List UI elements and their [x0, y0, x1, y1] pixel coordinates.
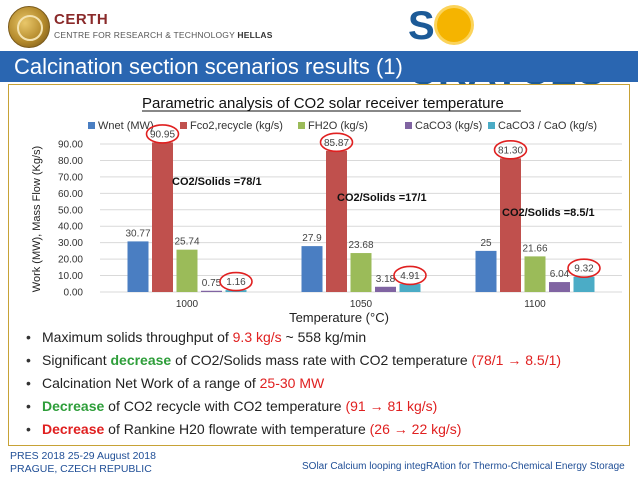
y-tick-label: 20.00 [58, 255, 83, 266]
ratio-annotation: CO2/Solids =17/1 [337, 192, 427, 204]
legend-label: Wnet (MW) [98, 120, 154, 132]
bar [152, 142, 173, 292]
bar [350, 253, 372, 292]
y-tick-label: 40.00 [58, 222, 83, 233]
finding-item: Decrease of Rankine H20 flowrate with te… [26, 418, 626, 441]
data-label: 0.75 [202, 278, 222, 289]
legend-label: CaCO3 (kg/s) [415, 120, 482, 132]
data-label: 9.32 [574, 264, 594, 275]
bar [475, 250, 497, 292]
bar [399, 283, 421, 292]
data-label: 81.30 [498, 145, 523, 156]
chart-annotations: CO2/Solids =78/1 CO2/Solids =17/1 CO2/Soli… [172, 176, 595, 219]
bar [500, 158, 521, 292]
data-label: 1.16 [226, 277, 246, 288]
certh-logo-icon [8, 6, 50, 48]
x-axis-label: Temperature (°C) [289, 310, 389, 325]
data-label: 21.66 [522, 243, 547, 254]
legend-swatch [180, 122, 187, 129]
finding-item: Calcination Net Work of a range of 25-30… [26, 372, 626, 395]
data-label: 6.04 [550, 269, 570, 280]
highlight-circle [493, 140, 528, 160]
data-label: 85.87 [324, 138, 349, 149]
footer-conference: PRES 2018 25-29 August 2018 PRAGUE, CZECH… [10, 450, 156, 475]
ratio-annotation: CO2/Solids =8.5/1 [502, 207, 595, 219]
data-label: 25.74 [174, 237, 199, 248]
y-tick-label: 30.00 [58, 238, 83, 249]
page-title: Calcination section scenarios results (1… [14, 54, 403, 79]
findings-list: Maximum solids throughput of 9.3 kg/s ~ … [26, 326, 626, 441]
title-bar: Calcination section scenarios results (1… [0, 51, 638, 82]
bar [549, 282, 570, 292]
bar [201, 290, 222, 292]
bar [301, 246, 323, 292]
x-tick-label: 1050 [350, 299, 373, 310]
x-tick-label: 1100 [524, 299, 546, 310]
y-tick-label: 90.00 [58, 140, 83, 151]
finding-item: Decrease of CO2 recycle with CO2 tempera… [26, 395, 626, 418]
x-axis: 1000 1050 1100 [176, 299, 546, 310]
sun-icon [436, 8, 471, 43]
legend-swatch [88, 122, 95, 129]
org-subtitle: CENTRE FOR RESEARCH & TECHNOLOGY HELLAS [54, 30, 273, 40]
legend-swatch [405, 122, 412, 129]
y-tick-label: 60.00 [58, 189, 83, 200]
bar [524, 256, 546, 292]
legend-label: Fco2,recycle (kg/s) [190, 120, 283, 132]
bar [176, 249, 198, 292]
ratio-annotation: CO2/Solids =78/1 [172, 176, 262, 188]
highlight-circle [393, 265, 427, 286]
legend-label: FH2O (kg/s) [308, 120, 368, 132]
data-label: 27.9 [302, 233, 322, 244]
bar [573, 276, 595, 292]
bar [127, 241, 149, 292]
y-axis-label: Work (MW), Mass Flow (Kg/s) [31, 146, 43, 292]
data-label: 25 [480, 238, 492, 249]
chart-legend: Wnet (MW) Fco2,recycle (kg/s) FH2O (kg/s) C… [88, 120, 597, 132]
finding-item: Significant decrease of CO2/Solids mass … [26, 349, 626, 372]
highlight-circle [145, 124, 180, 144]
highlight-circle [219, 271, 253, 292]
highlight-circle [567, 258, 601, 278]
bar [326, 150, 347, 292]
y-tick-label: 50.00 [58, 205, 83, 216]
content-frame [8, 84, 630, 446]
data-label: 3.18 [376, 274, 396, 285]
bar [375, 286, 396, 292]
data-label: 23.68 [348, 240, 373, 251]
y-tick-label: 0.00 [64, 288, 84, 299]
data-label: 90.95 [150, 129, 175, 140]
data-label: 4.91 [400, 271, 420, 282]
chart-bars: 30.77 90.95 25.74 0.75 1.16 27.9 85.87 23.68 3.1… [125, 124, 601, 292]
footer-project: SOlar Calcium looping integRAtion for Th… [302, 461, 625, 472]
y-axis: 0.00 10.00 20.00 30.00 40.00 50.00 60.00 70.00 8… [58, 140, 83, 299]
chart-title: Parametric analysis of CO2 solar receive… [142, 95, 504, 112]
legend-swatch [488, 122, 495, 129]
data-label: 30.77 [125, 228, 150, 239]
legend-swatch [298, 122, 305, 129]
highlight-circle [319, 132, 354, 153]
org-name: CERTH [54, 11, 109, 28]
y-tick-label: 10.00 [58, 271, 83, 282]
y-tick-label: 70.00 [58, 172, 83, 183]
y-tick-label: 80.00 [58, 156, 83, 167]
x-tick-label: 1000 [176, 299, 199, 310]
legend-label: CaCO3 / CaO (kg/s) [498, 120, 597, 132]
finding-item: Maximum solids throughput of 9.3 kg/s ~ … [26, 326, 626, 349]
